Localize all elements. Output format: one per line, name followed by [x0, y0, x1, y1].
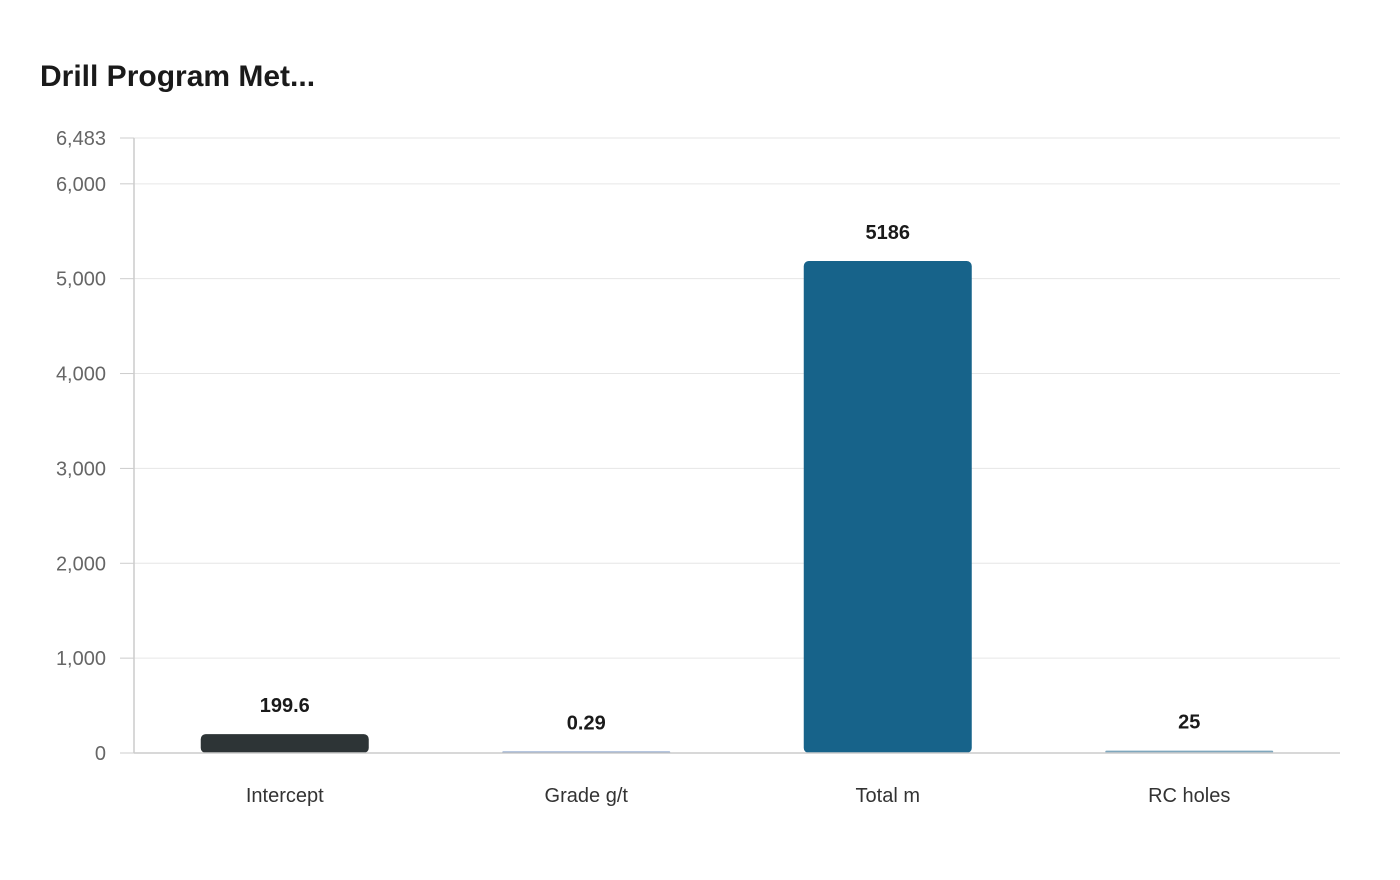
- y-tick-label: 6,000: [56, 174, 106, 196]
- value-label: 25: [1178, 712, 1200, 734]
- category-label: Total m: [856, 785, 920, 807]
- y-axis-ticks: 0 1,000 2,000 3,000 4,000 5,000 6,000 6,483: [56, 128, 134, 765]
- y-tick-label: 0: [95, 743, 106, 765]
- value-label: 199.6: [260, 695, 310, 717]
- y-tick-label: 6,483: [56, 128, 106, 150]
- chart-title: Drill Program Met...: [40, 60, 316, 93]
- category-label: Grade g/t: [545, 785, 629, 807]
- bars: [200, 261, 1274, 753]
- bar-intercept: [200, 734, 369, 753]
- y-tick-label: 5,000: [56, 269, 106, 291]
- grid-lines: [134, 137, 1340, 659]
- y-tick-label: 2,000: [56, 553, 106, 575]
- value-label: 0.29: [567, 713, 606, 735]
- category-label: RC holes: [1148, 785, 1230, 807]
- value-label: 5186: [866, 222, 911, 244]
- y-tick-label: 1,000: [56, 648, 106, 670]
- y-tick-label: 3,000: [56, 458, 106, 480]
- y-tick-label: 4,000: [56, 364, 106, 386]
- category-label: Intercept: [246, 785, 324, 807]
- bar-total-m: [803, 261, 972, 753]
- value-labels: 199.6 0.29 5186 25: [260, 222, 1201, 734]
- x-axis-categories: Intercept Grade g/t Total m RC holes: [246, 785, 1231, 807]
